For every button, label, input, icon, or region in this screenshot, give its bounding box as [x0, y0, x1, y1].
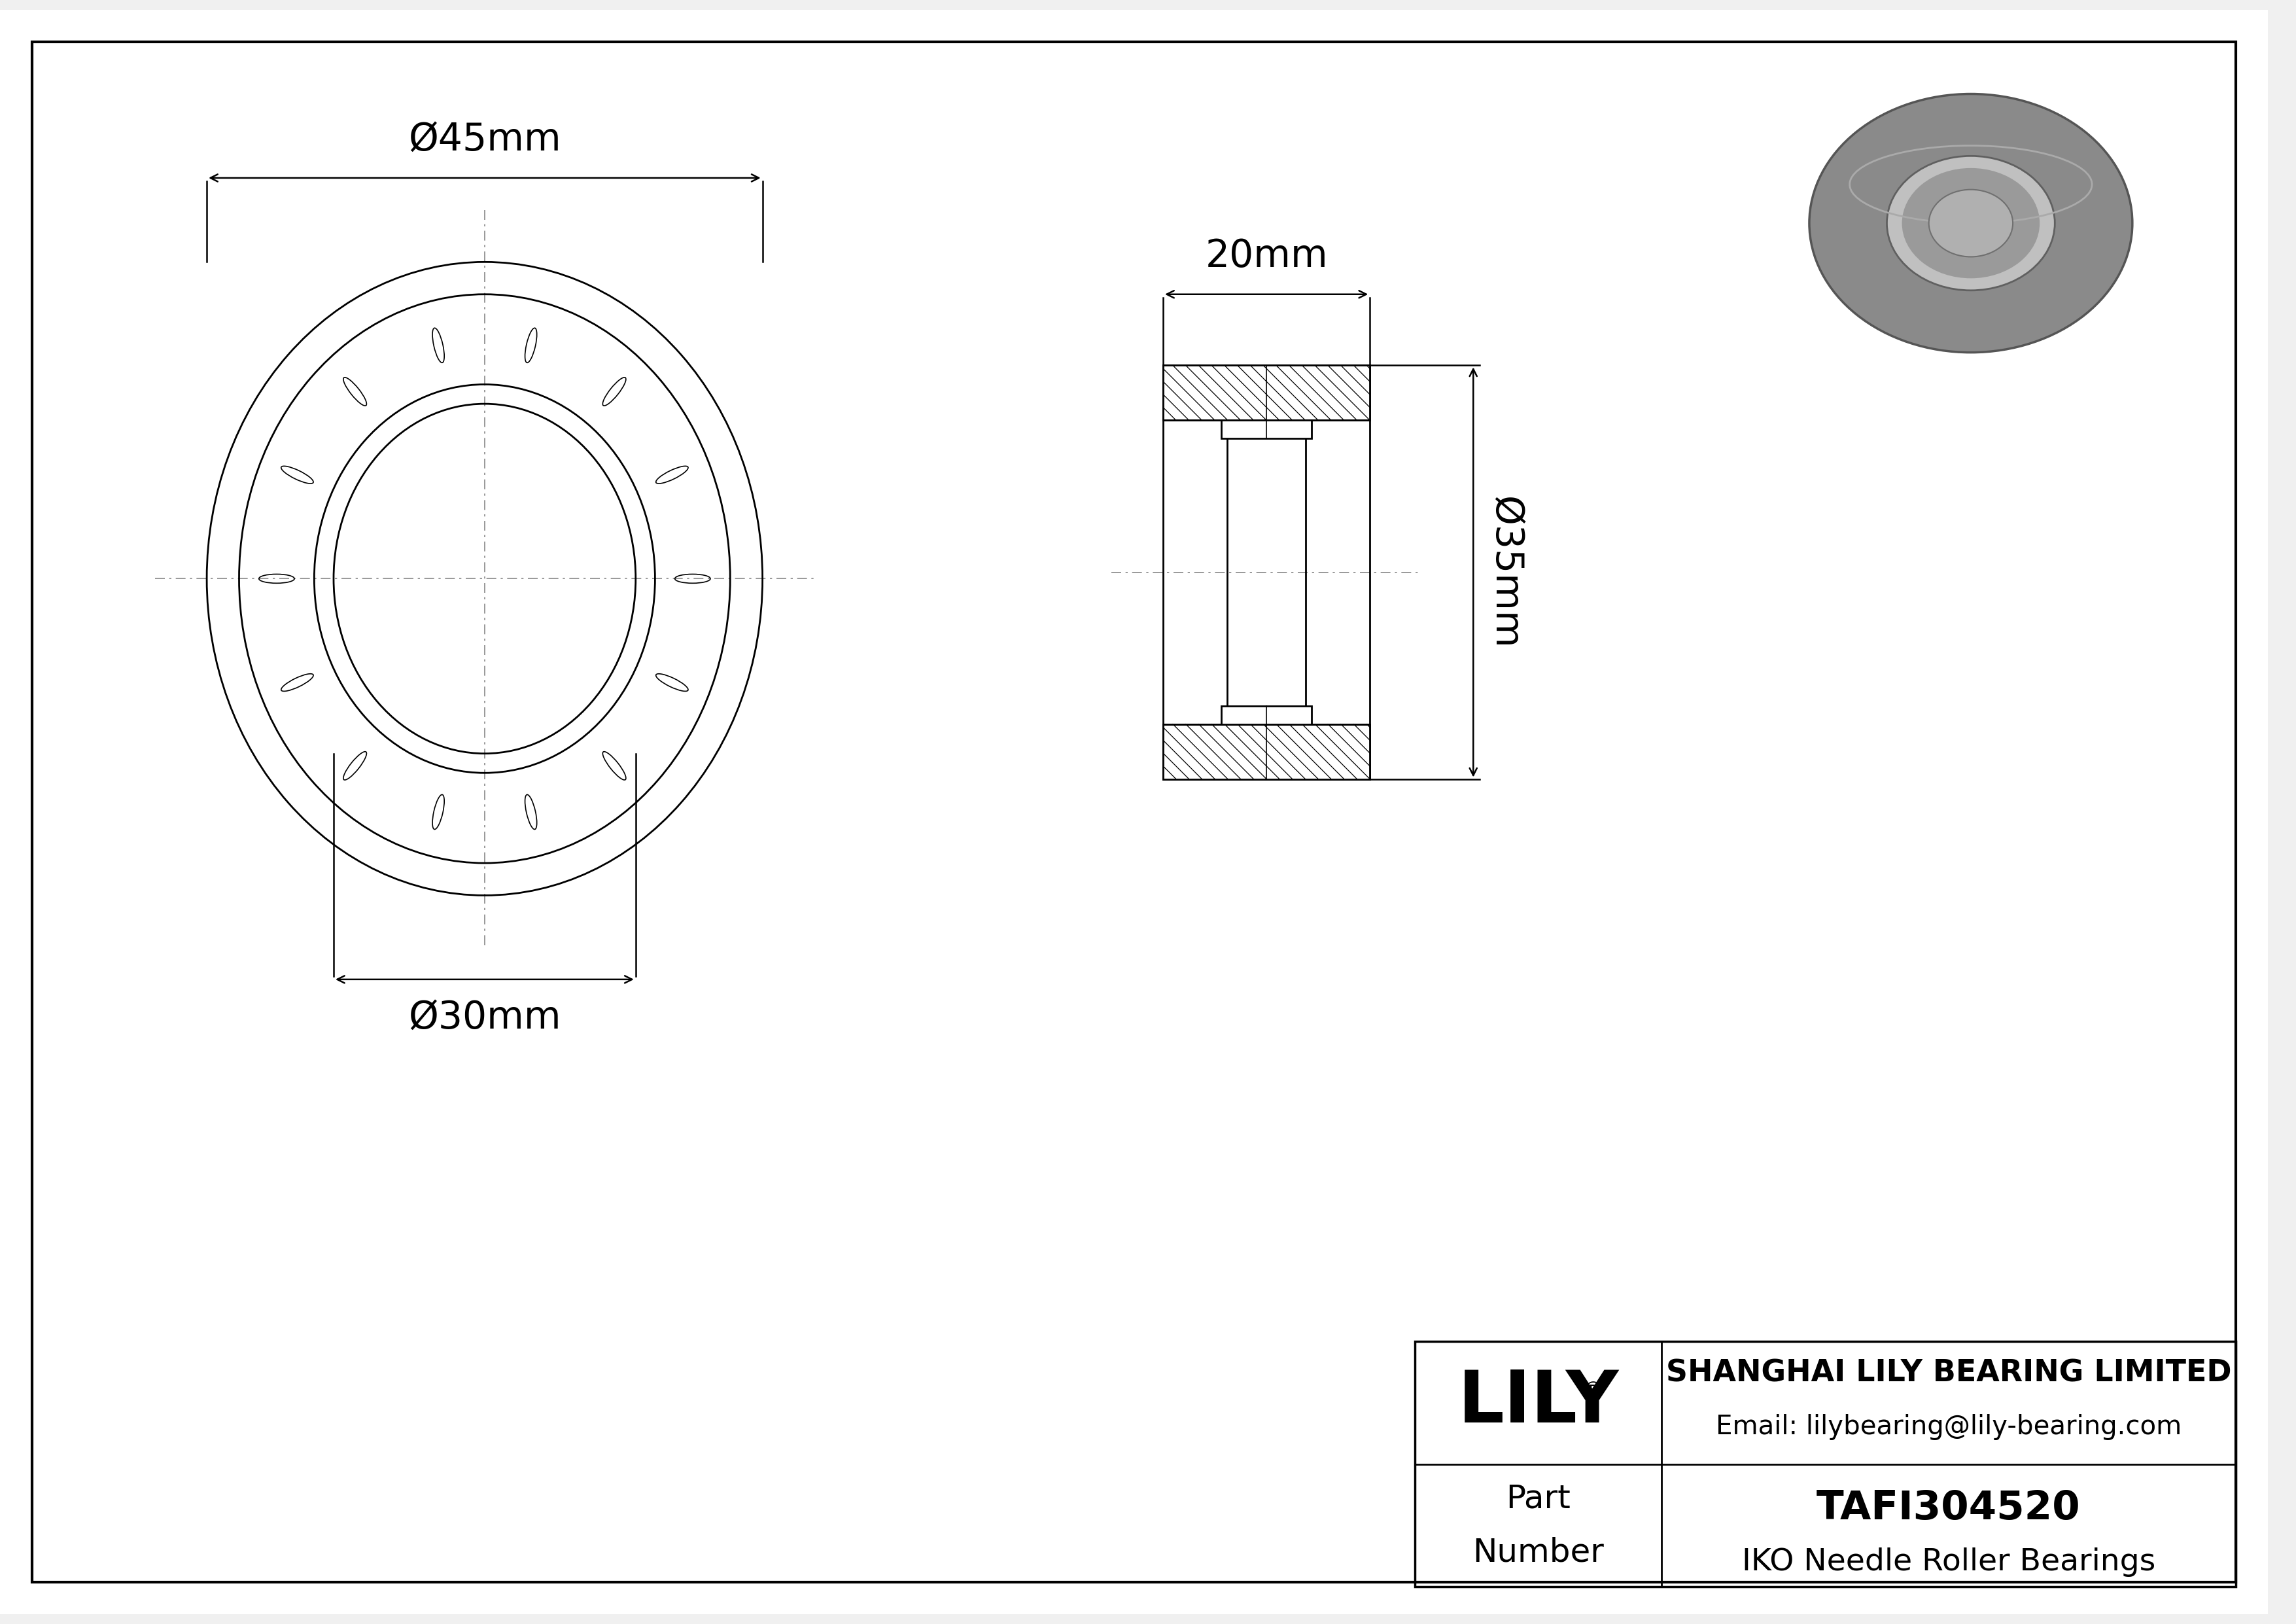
Text: ®: ®	[1582, 1380, 1605, 1402]
Ellipse shape	[1887, 156, 2055, 291]
Text: Part: Part	[1506, 1483, 1570, 1514]
Text: Ø45mm: Ø45mm	[409, 122, 560, 159]
Text: Ø30mm: Ø30mm	[409, 999, 560, 1036]
Bar	[1221, 706, 1311, 724]
Text: LILY: LILY	[1458, 1367, 1619, 1437]
Bar	[1164, 724, 1371, 780]
Bar	[1164, 365, 1371, 780]
Text: 20mm: 20mm	[1205, 237, 1327, 274]
Ellipse shape	[1901, 167, 2039, 278]
Text: SHANGHAI LILY BEARING LIMITED: SHANGHAI LILY BEARING LIMITED	[1667, 1359, 2232, 1389]
Text: Email: lilybearing@lily-bearing.com: Email: lilybearing@lily-bearing.com	[1715, 1415, 2181, 1440]
Text: TAFI304520: TAFI304520	[1816, 1489, 2080, 1528]
Bar	[1164, 365, 1371, 421]
Ellipse shape	[1929, 190, 2014, 257]
Text: Ø35mm: Ø35mm	[1486, 495, 1525, 648]
Bar	[1221, 421, 1311, 438]
Text: Number: Number	[1472, 1536, 1605, 1569]
Ellipse shape	[1809, 94, 2133, 352]
Text: IKO Needle Roller Bearings: IKO Needle Roller Bearings	[1743, 1548, 2156, 1577]
Bar	[1414, 1341, 2236, 1587]
